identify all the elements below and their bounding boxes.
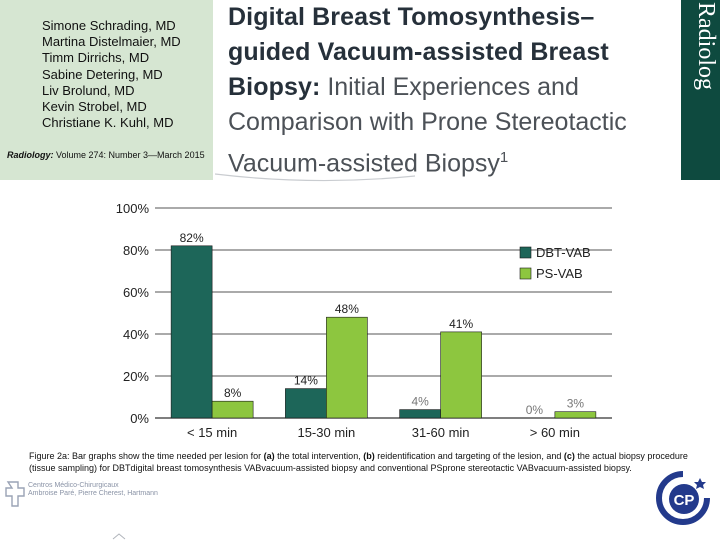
legend-label: DBT-VAB (536, 245, 591, 260)
bar-value-label: 41% (449, 317, 473, 331)
citation-journal: Radiology: (7, 150, 54, 160)
figure-caption: Figure 2a: Bar graphs show the time need… (29, 451, 689, 474)
bar-value-label: 14% (294, 374, 318, 388)
author-list: Simone Schrading, MD Martina Distelmaier… (42, 18, 181, 131)
bar-value-label: 4% (411, 395, 429, 409)
caption-panel-a: (a) (263, 451, 275, 461)
title-line-2: guided Vacuum-assisted Breast (228, 38, 609, 66)
x-tick-label: 15-30 min (297, 425, 355, 440)
bar-ps-vab (554, 411, 597, 419)
title-line-3: Biopsy: Initial Experiences and (228, 70, 678, 105)
cp-emblem-icon: CP (656, 471, 710, 525)
x-tick-label: > 60 min (530, 425, 580, 440)
author-name: Simone Schrading, MD (42, 18, 176, 33)
caption-part: Figure 2a: Bar graphs show the time need… (29, 451, 264, 461)
cp-logo-letters: CP (674, 492, 695, 509)
title-line-3-bold: Biopsy: (228, 73, 321, 101)
bar-value-label: 8% (224, 386, 242, 400)
author-name: Christiane K. Kuhl, MD (42, 115, 174, 131)
y-tick-label: 0% (130, 411, 149, 426)
title-line-3-light: Initial Experiences and (320, 73, 579, 101)
caption-panel-c: (c) (563, 451, 575, 461)
x-tick-label: 31-60 min (412, 425, 470, 440)
hospital-logo: Centros Médico-Chirurgicaux Ambroise Par… (4, 478, 158, 510)
caption-panel-b: (b) (363, 451, 375, 461)
bar-value-label: 0% (526, 403, 544, 417)
hospital-logo-line-2: Ambroise Paré, Pierre Cherest, Hartmann (28, 490, 158, 497)
journal-name: Radiolog (693, 2, 719, 90)
citation-volume: Volume 274: Number 3—March 2015 (53, 150, 205, 160)
bar-ps-vab (440, 331, 482, 419)
chart-legend: DBT-VAB PS-VAB (519, 245, 591, 281)
author-name: Timm Dirrichs, MD (42, 50, 150, 66)
x-axis-ticks: < 15 min 15-30 min 31-60 min > 60 min (187, 425, 580, 440)
author-name: Liv Brolund, MD (42, 82, 135, 98)
y-axis-ticks: 0% 20% 40% 60% 80% 100% (116, 201, 150, 426)
caption-part: reidentification and targeting of the le… (374, 451, 564, 461)
bar-dbt-vab (170, 245, 213, 419)
y-tick-label: 60% (123, 285, 149, 300)
journal-band: Radiolog (681, 0, 720, 180)
title-line-5: Vacuum-assisted Biopsy1 (228, 140, 678, 181)
hospital-logo-line-1: Centros Médico-Chirurgicaux (28, 482, 119, 489)
legend-swatch (519, 267, 532, 280)
caption-part: the actual biopsy procedure (tissue samp… (29, 451, 688, 473)
bar-value-label: 3% (567, 397, 585, 411)
title-line-5-text: Vacuum-assisted Biopsy (228, 149, 500, 178)
title-line-1: Digital Breast Tomosynthesis– (228, 3, 595, 31)
hospital-logo-text: Centros Médico-Chirurgicaux Ambroise Par… (28, 482, 158, 498)
author-name: Sabine Detering, MD (42, 66, 163, 82)
y-tick-label: 20% (123, 369, 149, 384)
bar-chart: 0%20%40%60%80%100% 82%8%14%48%4%41%0% 3% … (116, 201, 612, 440)
bar-ps-vab (326, 316, 368, 419)
paper-title: Digital Breast Tomosynthesis– guided Vac… (228, 0, 678, 181)
legend-swatch (519, 246, 532, 259)
title-line-4: Comparison with Prone Stereotactic (228, 108, 627, 136)
x-tick-label: < 15 min (187, 425, 237, 440)
bar-value-label: 48% (335, 302, 359, 316)
y-tick-label: 40% (123, 327, 149, 342)
bar-ps-vab (211, 400, 254, 419)
author-name: Kevin Strobel, MD (42, 99, 147, 115)
y-tick-label: 80% (123, 243, 149, 258)
title-footnote-mark: 1 (499, 149, 509, 166)
y-tick-label: 100% (116, 201, 150, 216)
chart-gridlines (155, 207, 612, 419)
legend-label: PS-VAB (536, 266, 583, 281)
cross-emblem-icon (5, 481, 25, 507)
authors-panel: Simone Schrading, MD Martina Distelmaier… (0, 0, 213, 180)
citation: Radiology: Volume 274: Number 3—March 20… (7, 150, 205, 160)
bar-value-label: 82% (180, 231, 204, 245)
bar-value-labels: 82% 8% 14% 48% 4% 41% 0% 3% (180, 231, 585, 417)
decorative-mark (112, 533, 126, 540)
bar-dbt-vab (285, 388, 327, 419)
bar-dbt-vab (399, 409, 441, 419)
author-name: Martina Distelmaier, MD (42, 34, 181, 50)
chart-bars (170, 245, 597, 419)
cp-logo: CP (655, 470, 711, 526)
decorative-swoosh (215, 173, 415, 182)
caption-part: the total intervention, (274, 451, 364, 461)
